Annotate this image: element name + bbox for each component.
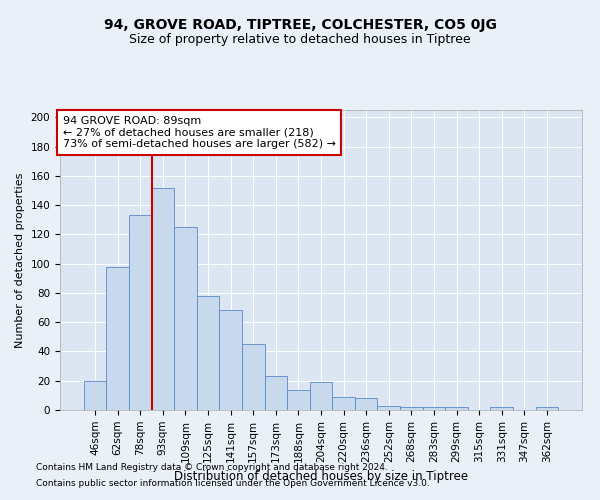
Bar [400,407,422,410]
Bar [129,216,152,410]
Text: Size of property relative to detached houses in Tiptree: Size of property relative to detached ho… [129,32,471,46]
Bar [310,382,332,410]
Bar [265,376,287,410]
Bar [355,398,377,410]
Text: Contains public sector information licensed under the Open Government Licence v3: Contains public sector information licen… [36,478,430,488]
Bar [174,227,197,410]
Text: 94, GROVE ROAD, TIPTREE, COLCHESTER, CO5 0JG: 94, GROVE ROAD, TIPTREE, COLCHESTER, CO5… [104,18,496,32]
Bar [220,310,242,410]
Bar [490,407,513,410]
Bar [242,344,265,410]
Bar [106,266,129,410]
Y-axis label: Number of detached properties: Number of detached properties [15,172,25,348]
Text: Contains HM Land Registry data © Crown copyright and database right 2024.: Contains HM Land Registry data © Crown c… [36,464,388,472]
X-axis label: Distribution of detached houses by size in Tiptree: Distribution of detached houses by size … [174,470,468,483]
Bar [287,390,310,410]
Bar [197,296,220,410]
Text: 94 GROVE ROAD: 89sqm
← 27% of detached houses are smaller (218)
73% of semi-deta: 94 GROVE ROAD: 89sqm ← 27% of detached h… [62,116,335,149]
Bar [536,407,558,410]
Bar [377,406,400,410]
Bar [152,188,174,410]
Bar [332,397,355,410]
Bar [445,407,468,410]
Bar [84,380,106,410]
Bar [422,407,445,410]
